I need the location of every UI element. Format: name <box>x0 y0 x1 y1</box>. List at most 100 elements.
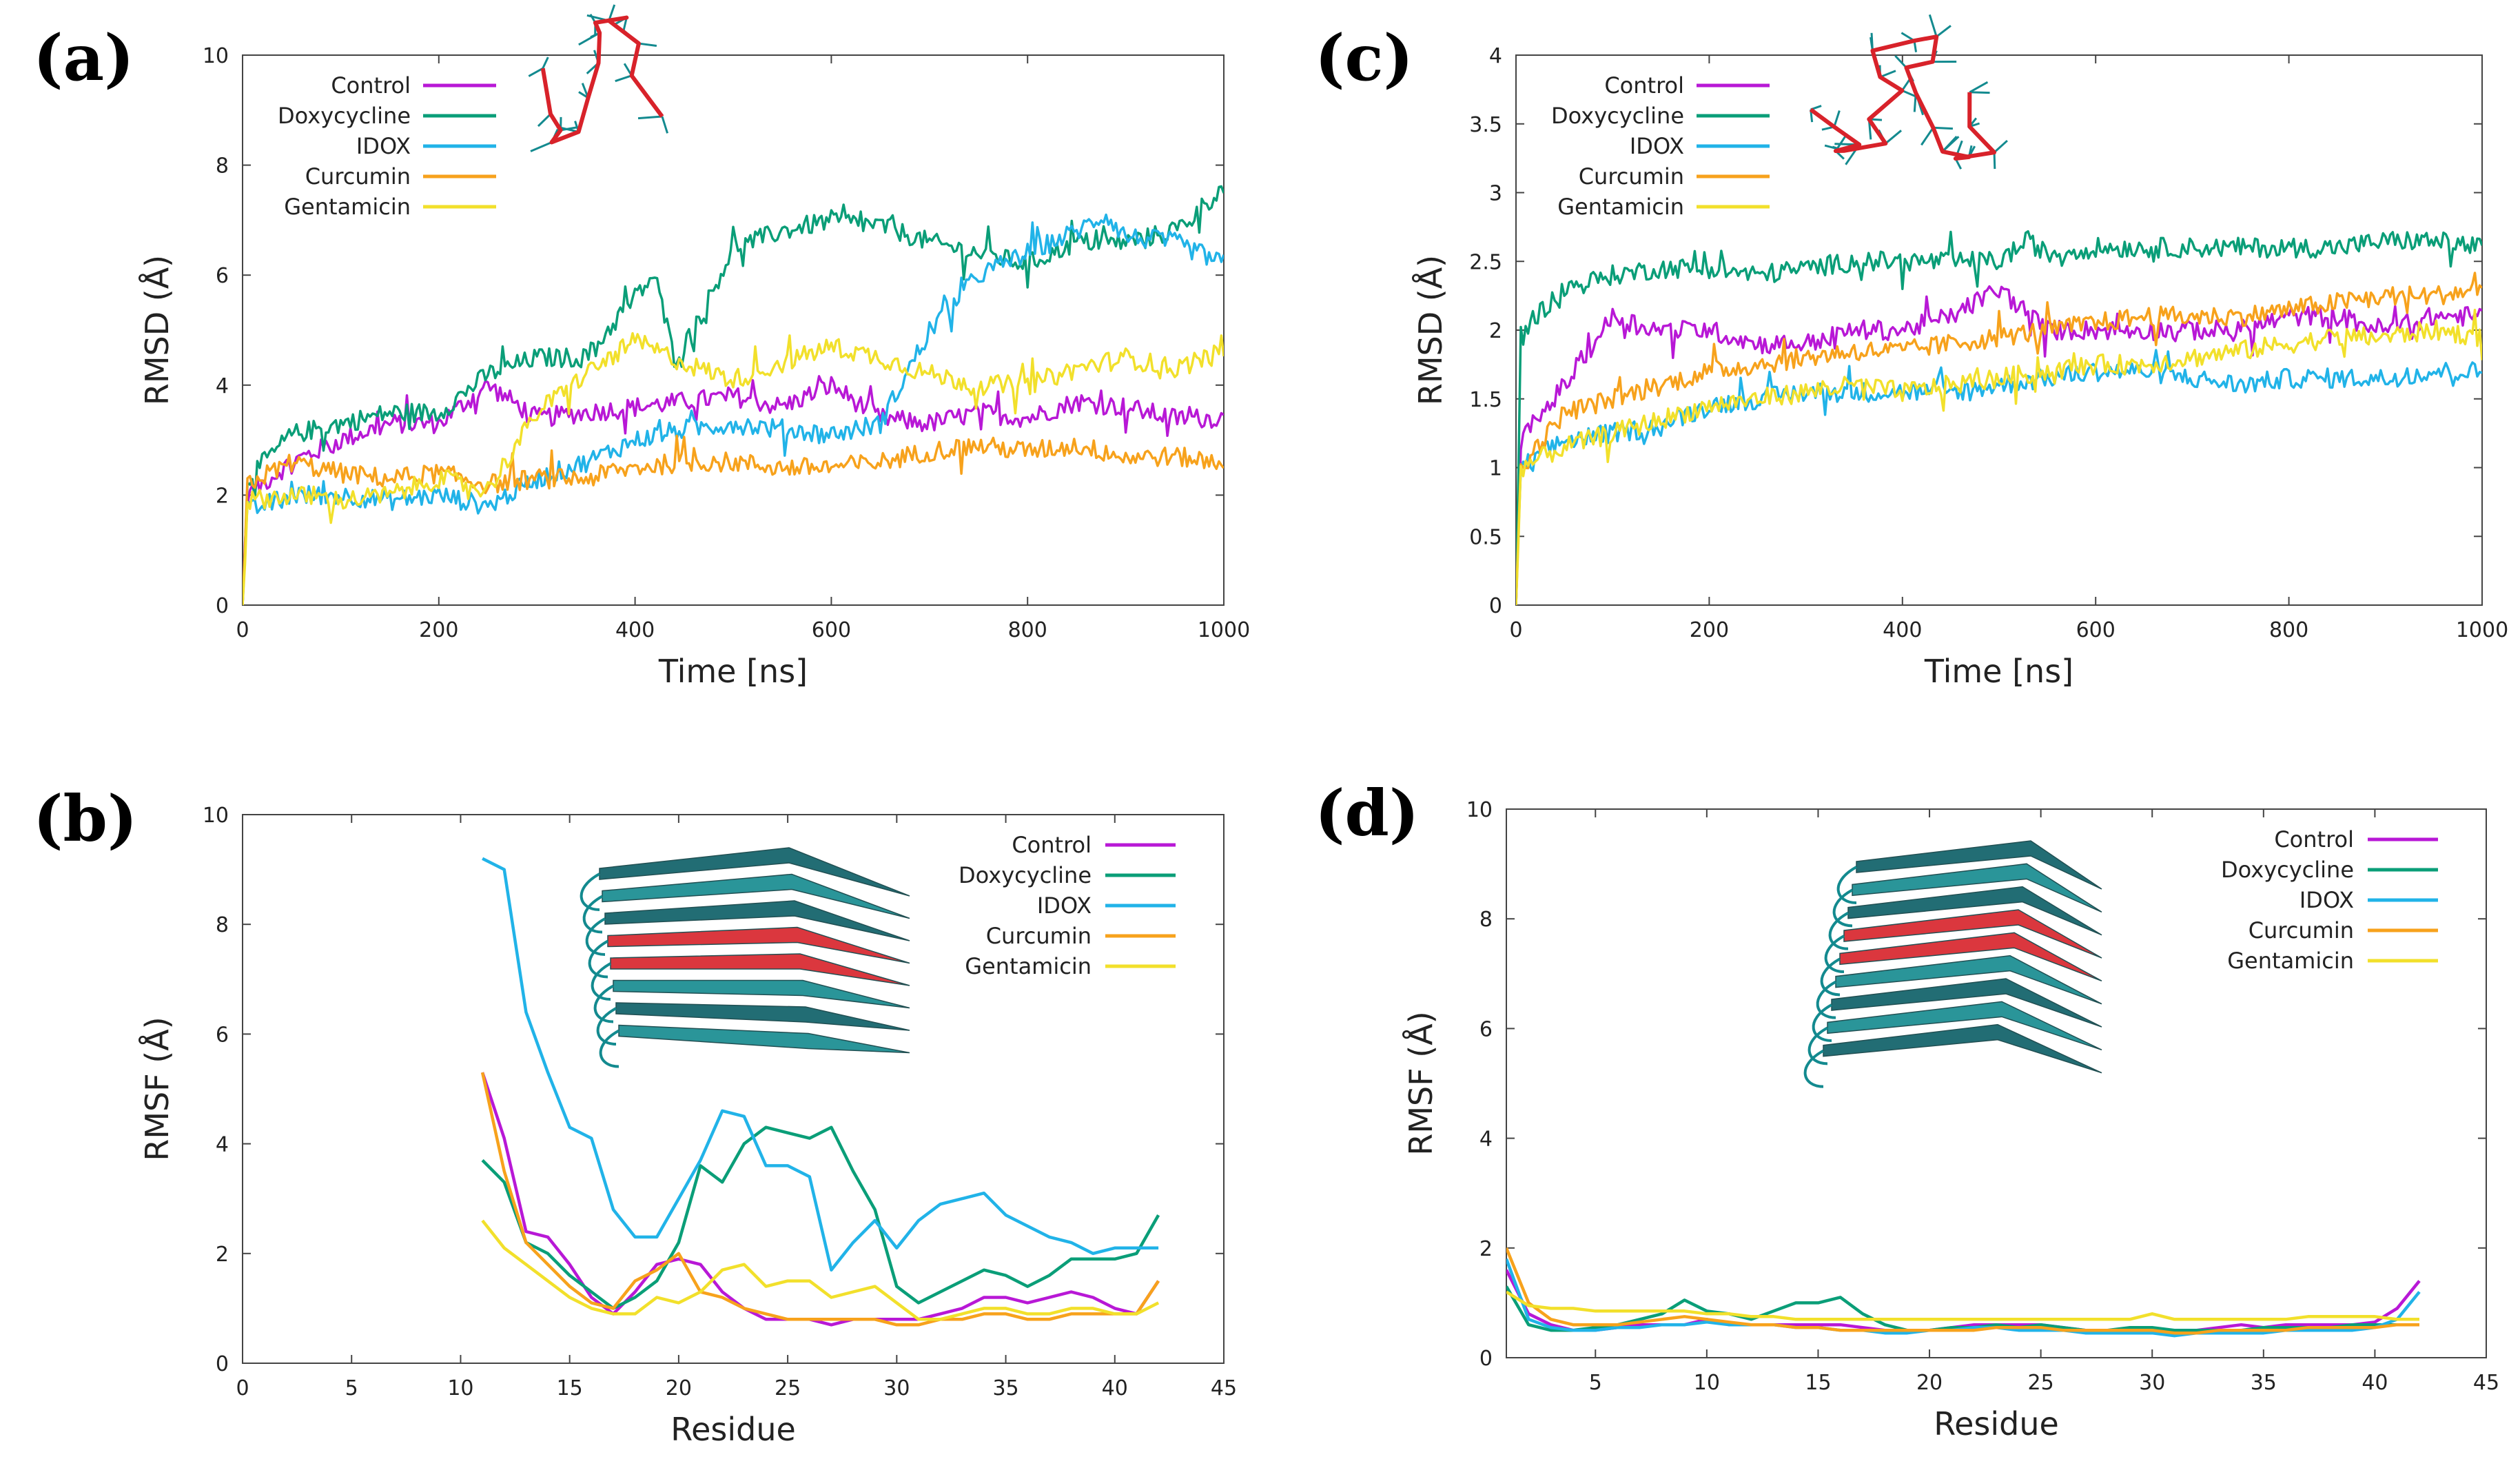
y-tick-label: 0 <box>216 1352 229 1376</box>
y-tick-label: 1 <box>1489 457 1502 481</box>
inset-beta-strand <box>1835 955 2102 1005</box>
inset-sidechain <box>1941 135 1958 152</box>
x-tick-label: 20 <box>666 1376 692 1400</box>
legend-label: Control <box>331 72 411 99</box>
inset-sidechain <box>1969 91 1990 94</box>
x-tick-label: 15 <box>1805 1371 1831 1395</box>
inset-sidechain <box>1879 70 1896 79</box>
inset-sidechain <box>1833 110 1841 127</box>
series-line-idox <box>243 213 1224 605</box>
inset-beta-strand <box>610 953 910 986</box>
chart-panel-a: (a) 0 200 400 600 800 1000 0 2 4 6 8 10 Time [ns] RMSD… <box>33 4 1250 690</box>
inset-sidechain <box>1920 127 1934 146</box>
y-tick-label: 10 <box>203 804 229 828</box>
series-line-gentamicin <box>243 332 1224 605</box>
series-line-control <box>480 1072 1160 1327</box>
inset-loop <box>596 1007 617 1046</box>
inset-sidechain <box>608 4 616 21</box>
series-line-idox <box>482 857 1159 1272</box>
x-tick-label: 0 <box>236 1376 249 1400</box>
legend: Control Doxycycline IDOX Curcumin Gentamicin <box>278 72 496 220</box>
series-line-doxycycline <box>481 1125 1160 1310</box>
inset-loop <box>1828 911 1849 950</box>
inset-sidechain <box>638 42 657 47</box>
x-tick-label: 400 <box>1883 618 1922 642</box>
chart-panel-b: (b) 0 5 10 15 20 25 30 35 40 45 0 2 4 6 8 10 Residue RMSF … <box>33 782 1237 1448</box>
x-axis-label: Residue <box>670 1411 796 1448</box>
x-axis-label: Time [ns] <box>658 653 808 690</box>
inset-loop <box>591 962 611 1001</box>
y-tick-label: 10 <box>203 44 229 68</box>
legend-label: Curcumin <box>305 163 411 190</box>
molecule-inset-image <box>1803 840 2102 1088</box>
inset-beta-strand <box>615 1002 910 1031</box>
x-tick-label: 45 <box>2473 1371 2499 1395</box>
inset-beta-strand <box>613 979 910 1009</box>
x-tick-label: 0 <box>1509 618 1522 642</box>
legend: Control Doxycycline IDOX Curcumin Gentamicin <box>959 832 1176 979</box>
series-line-control <box>1516 285 2482 605</box>
inset-sidechain <box>1936 25 1952 38</box>
inset-loop <box>585 917 606 956</box>
molecule-inset-image <box>580 847 910 1068</box>
inset-sidechain <box>1885 130 1902 145</box>
legend-label: IDOX <box>1630 133 1684 159</box>
series-line-doxycycline <box>243 185 1224 605</box>
inset-beta-strand <box>1852 863 2102 913</box>
inset-sidechain <box>530 141 553 152</box>
inset-loop <box>1803 1049 1824 1088</box>
y-tick-label: 10 <box>1466 798 1493 822</box>
y-tick-label: 2 <box>1489 319 1502 343</box>
legend: Control Doxycycline IDOX Curcumin Gentamicin <box>1551 72 1770 220</box>
legend-label: Control <box>1604 72 1684 99</box>
x-tick-label: 400 <box>615 618 655 642</box>
y-tick-label: 0 <box>1479 1347 1493 1371</box>
panel-label: (b) <box>33 782 137 856</box>
inset-loop <box>593 984 614 1023</box>
inset-loop <box>1820 957 1841 997</box>
inset-sidechain <box>1933 126 1953 130</box>
inset-beta-strand <box>604 900 910 941</box>
inset-loop <box>588 939 608 979</box>
inset-sidechain <box>637 115 663 120</box>
legend-label: Curcumin <box>986 923 1092 949</box>
y-tick-label: 6 <box>216 1023 229 1047</box>
x-tick-label: 0 <box>236 618 249 642</box>
y-tick-label: 6 <box>216 264 229 288</box>
inset-loop <box>1836 866 1857 904</box>
x-tick-label: 20 <box>1916 1371 1943 1395</box>
x-tick-label: 200 <box>1690 618 1729 642</box>
y-tick-label: 6 <box>1479 1017 1493 1041</box>
inset-sidechain <box>661 116 668 134</box>
legend-label: Doxycycline <box>959 862 1092 888</box>
y-axis-label: RMSF (Å) <box>1402 1011 1440 1155</box>
y-axis-label: RMSF (Å) <box>139 1017 176 1161</box>
y-tick-label: 2.5 <box>1469 250 1502 274</box>
inset-beta-strand <box>618 1024 910 1054</box>
x-tick-label: 40 <box>1102 1376 1128 1400</box>
inset-sidechain <box>1969 81 1989 94</box>
legend-label: Gentamicin <box>2227 948 2354 974</box>
series-line-curcumin <box>480 1072 1160 1327</box>
inset-loop <box>599 1029 619 1068</box>
series-line-gentamicin <box>1506 1290 2419 1321</box>
y-tick-label: 8 <box>216 154 229 178</box>
inset-beta-strand <box>1843 909 2102 959</box>
legend-label: IDOX <box>356 133 411 159</box>
y-tick-label: 4 <box>1479 1128 1493 1152</box>
y-tick-label: 0.5 <box>1469 525 1502 549</box>
inset-loop <box>1807 1026 1828 1065</box>
legend-label: IDOX <box>1037 892 1092 919</box>
series-line-curcumin <box>1506 1247 2419 1335</box>
inset-beta-strand <box>1823 1023 2102 1074</box>
x-tick-label: 10 <box>1694 1371 1720 1395</box>
legend-label: Gentamicin <box>1557 194 1684 220</box>
x-tick-label: 1000 <box>1198 618 1250 642</box>
legend-label: Control <box>2274 826 2354 853</box>
inset-sidechain <box>542 57 549 69</box>
x-tick-label: 40 <box>2362 1371 2388 1395</box>
y-axis-label: RMSD (Å) <box>139 255 176 405</box>
series-line-curcumin <box>243 434 1224 605</box>
legend-label: Doxycycline <box>278 103 411 129</box>
y-tick-label: 8 <box>216 913 229 937</box>
